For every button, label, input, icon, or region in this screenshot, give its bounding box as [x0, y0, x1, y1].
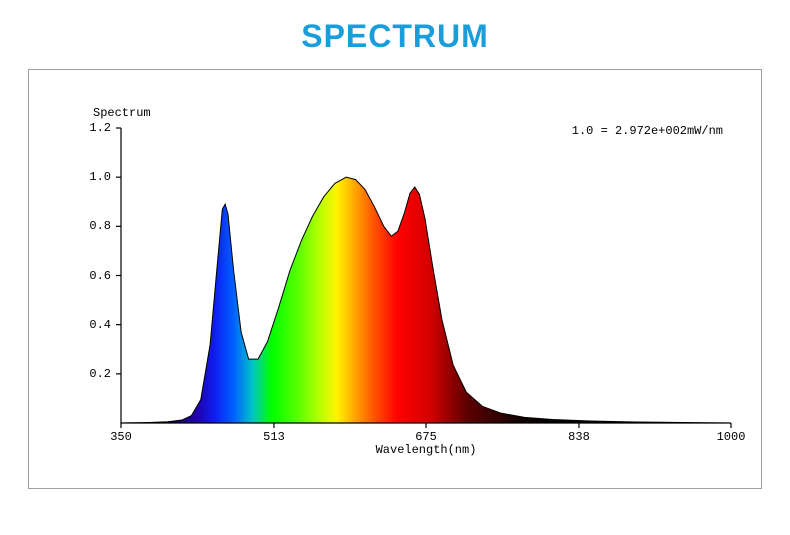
legend-text: 1.0 = 2.972e+002mW/nm: [572, 124, 723, 138]
y-tick-label: 1.2: [89, 121, 111, 135]
y-tick-label: 1.0: [89, 170, 111, 184]
y-tick-label: 0.8: [89, 219, 111, 233]
y-tick-label: 0.6: [89, 269, 111, 283]
y-tick-label: 0.2: [89, 367, 111, 381]
x-tick-label: 1000: [717, 430, 746, 444]
x-axis-label: Wavelength(nm): [376, 443, 477, 457]
x-tick-label: 513: [263, 430, 285, 444]
spectrum-chart-svg: [121, 128, 731, 423]
x-tick-label: 675: [415, 430, 437, 444]
page-title: SPECTRUM: [0, 18, 790, 55]
y-axis-title: Spectrum: [93, 106, 151, 120]
plot-area: [121, 128, 731, 423]
y-tick-label: 0.4: [89, 318, 111, 332]
x-tick-label: 350: [110, 430, 132, 444]
spectrum-area: [121, 177, 731, 423]
x-tick-label: 838: [568, 430, 590, 444]
chart-frame: Spectrum Wavelength(nm) 1.0 = 2.972e+002…: [28, 69, 762, 489]
